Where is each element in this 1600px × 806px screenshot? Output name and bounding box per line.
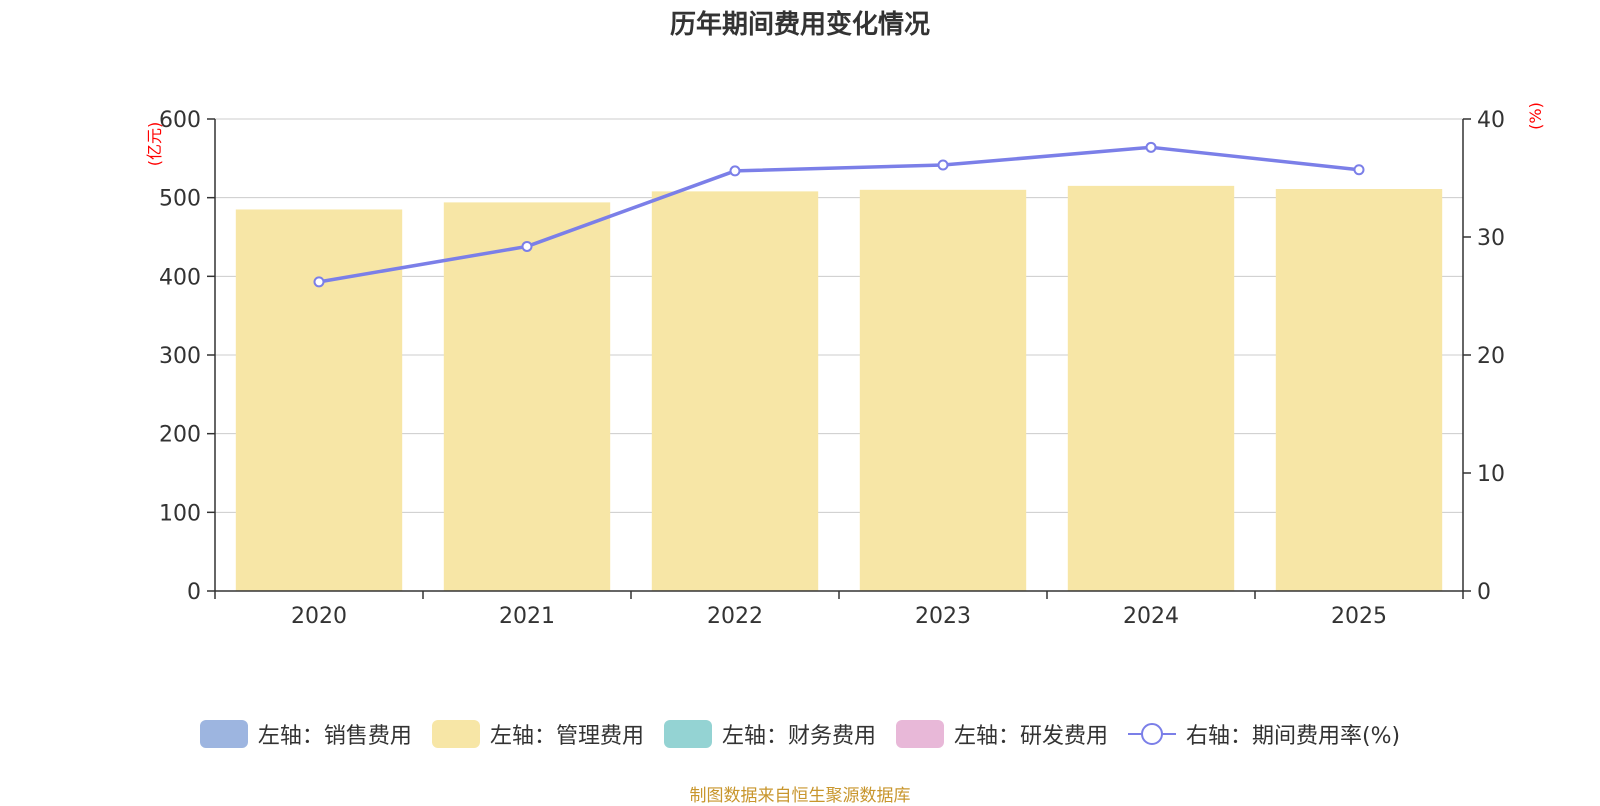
rate-point-2021 — [521, 240, 533, 252]
rate-point-2024 — [1145, 141, 1157, 153]
rate-line-series — [318, 145, 1360, 284]
left-tick-label: 600 — [159, 108, 201, 133]
legend-label-finance: 左轴：财务费用 — [721, 724, 876, 749]
rate-point-2022 — [729, 165, 741, 177]
bar-management-2025 — [1275, 189, 1443, 591]
left-tick-label: 100 — [159, 501, 201, 526]
legend-item-sales[interactable]: 左轴：销售费用 — [199, 718, 412, 750]
legend-swatch-management — [431, 720, 480, 748]
right-tick-label: 40 — [1477, 108, 1505, 133]
bar-management-2022 — [651, 191, 819, 591]
left-tick-label: 400 — [159, 265, 201, 290]
legend-label-sales: 左轴：销售费用 — [257, 724, 412, 749]
rate-point-2023 — [937, 159, 949, 171]
x-tick-label: 2023 — [915, 604, 971, 629]
left-tick-label: 500 — [159, 187, 201, 212]
left-tick-label: 200 — [159, 423, 201, 448]
rate-point-2020 — [313, 276, 325, 288]
legend-label-management: 左轴：管理费用 — [489, 724, 644, 749]
legend-line-circle-icon — [1127, 723, 1176, 745]
x-tick-label: 2024 — [1123, 604, 1179, 629]
rate-point-2025 — [1353, 164, 1365, 176]
right-tick-label: 10 — [1477, 462, 1505, 487]
x-tick-label: 2020 — [291, 604, 347, 629]
legend-item-rate[interactable]: 右轴：期间费用率(%) — [1127, 718, 1401, 750]
legend-swatch-rd — [895, 720, 944, 748]
x-tick-label: 2021 — [499, 604, 555, 629]
left-axis-unit: (亿元) — [145, 122, 164, 167]
left-tick-label: 0 — [187, 580, 201, 605]
legend: 左轴：销售费用 左轴：管理费用 左轴：财务费用 左轴：研发费用 右轴：期间费用率… — [0, 718, 1600, 750]
legend-item-finance[interactable]: 左轴：财务费用 — [663, 718, 876, 750]
legend-swatch-finance — [663, 720, 712, 748]
right-axis-unit: (%) — [1526, 102, 1545, 130]
chart-canvas: 0 100 200 300 400 500 600 0 10 20 30 40 2020 2021 2022… — [145, 102, 1545, 629]
legend-swatch-sales — [199, 720, 248, 748]
right-tick-label: 30 — [1477, 226, 1505, 251]
bar-management-2021 — [443, 202, 611, 592]
right-tick-label: 20 — [1477, 344, 1505, 369]
x-tick-label: 2025 — [1331, 604, 1387, 629]
bar-management-2020 — [235, 209, 403, 591]
legend-label-rd: 左轴：研发费用 — [953, 724, 1108, 749]
left-tick-label: 300 — [159, 344, 201, 369]
legend-label-rate: 右轴：期间费用率(%) — [1185, 724, 1401, 749]
chart-title: 历年期间费用变化情况 — [669, 10, 930, 40]
bar-management-2023 — [859, 189, 1027, 592]
data-source-note: 制图数据来自恒生聚源数据库 — [689, 786, 911, 806]
legend-item-management[interactable]: 左轴：管理费用 — [431, 718, 644, 750]
x-tick-label: 2022 — [707, 604, 763, 629]
bar-management-2024 — [1067, 185, 1235, 591]
right-tick-label: 0 — [1477, 580, 1491, 605]
legend-item-rd[interactable]: 左轴：研发费用 — [895, 718, 1108, 750]
